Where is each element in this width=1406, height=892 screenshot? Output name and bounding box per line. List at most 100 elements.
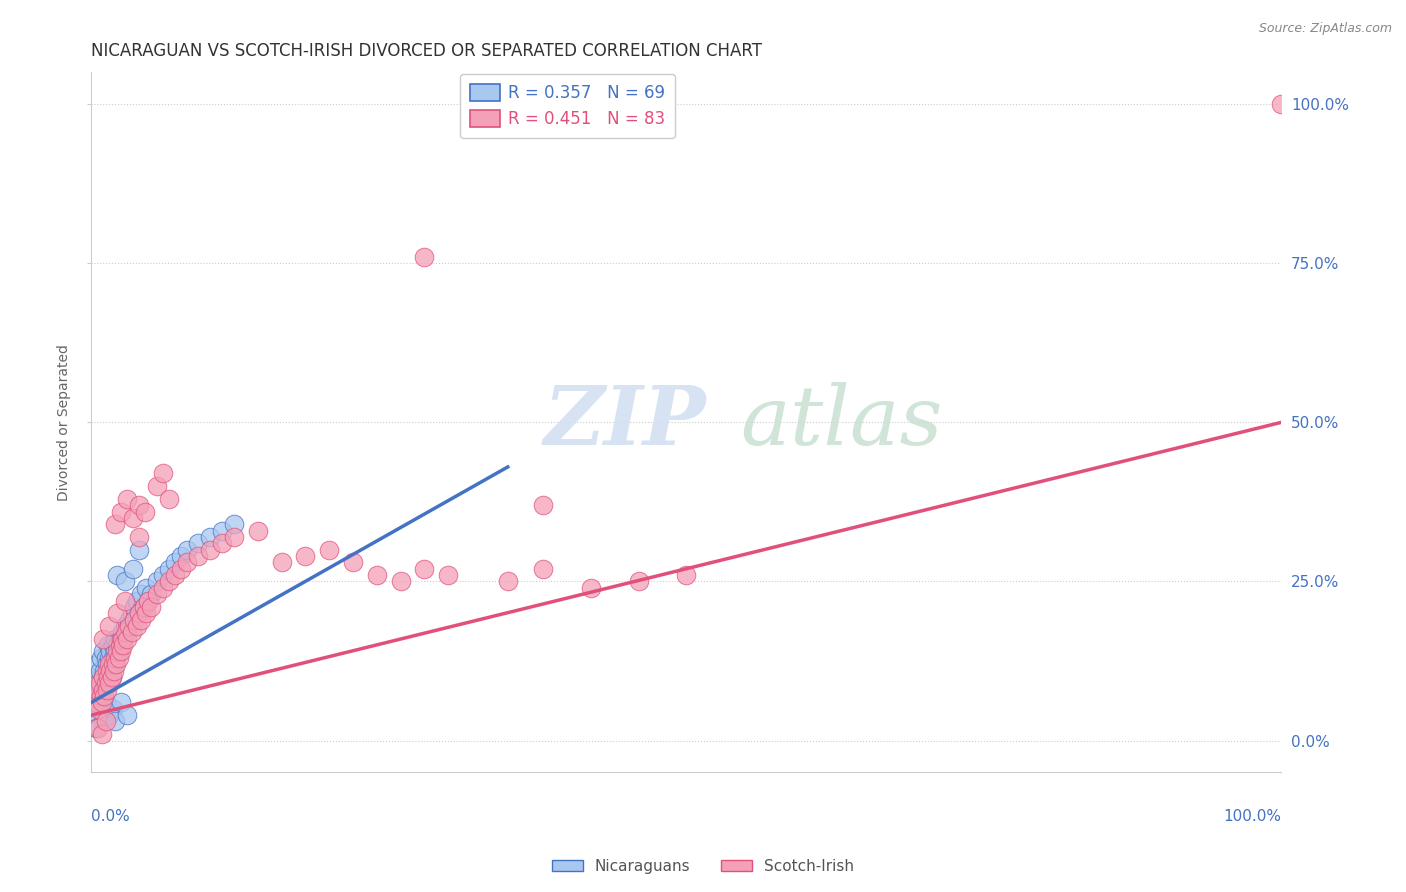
Point: [100, 670, 122, 684]
Point: [98, 664, 121, 678]
Point: [675, 568, 697, 582]
Point: [176, 556, 198, 570]
Point: [270, 556, 292, 570]
Point: [94, 651, 117, 665]
Point: [104, 651, 127, 665]
Point: [91, 714, 114, 729]
Point: [107, 644, 129, 658]
Point: [118, 619, 141, 633]
Point: [91, 682, 114, 697]
Point: [121, 607, 143, 621]
Point: [108, 638, 131, 652]
Point: [91, 670, 114, 684]
Point: [200, 542, 222, 557]
Point: [134, 504, 156, 518]
Point: [118, 613, 141, 627]
Point: [90, 689, 112, 703]
Point: [110, 638, 132, 652]
Point: [90, 651, 112, 665]
Point: [627, 574, 650, 589]
Point: [115, 708, 138, 723]
Point: [125, 619, 148, 633]
Point: [342, 556, 364, 570]
Point: [169, 549, 191, 563]
Point: [91, 670, 114, 684]
Point: [132, 599, 155, 614]
Point: [87, 676, 110, 690]
Point: [145, 574, 167, 589]
Point: [93, 664, 115, 678]
Point: [121, 625, 143, 640]
Legend: Nicaraguans, Scotch-Irish: Nicaraguans, Scotch-Irish: [546, 853, 860, 880]
Text: ZIP: ZIP: [544, 383, 706, 462]
Point: [107, 638, 129, 652]
Point: [294, 549, 316, 563]
Point: [86, 657, 108, 672]
Point: [138, 593, 160, 607]
Point: [87, 702, 110, 716]
Point: [169, 562, 191, 576]
Point: [163, 568, 186, 582]
Point: [104, 632, 127, 646]
Point: [163, 556, 186, 570]
Point: [138, 593, 160, 607]
Point: [139, 599, 162, 614]
Point: [366, 568, 388, 582]
Point: [94, 695, 117, 709]
Point: [125, 593, 148, 607]
Text: 0.0%: 0.0%: [91, 809, 131, 824]
Legend: R = 0.357   N = 69, R = 0.451   N = 83: R = 0.357 N = 69, R = 0.451 N = 83: [460, 74, 675, 138]
Point: [112, 638, 135, 652]
Point: [83, 695, 105, 709]
Point: [1270, 97, 1292, 112]
Point: [135, 607, 157, 621]
Point: [93, 689, 115, 703]
Point: [98, 657, 121, 672]
Point: [103, 664, 125, 678]
Point: [101, 651, 124, 665]
Point: [94, 676, 117, 690]
Point: [115, 491, 138, 506]
Point: [152, 467, 174, 481]
Point: [413, 250, 436, 264]
Point: [84, 721, 107, 735]
Point: [98, 676, 121, 690]
Point: [157, 574, 180, 589]
Point: [115, 632, 138, 646]
Point: [87, 708, 110, 723]
Point: [111, 632, 134, 646]
Point: [86, 682, 108, 697]
Text: atlas: atlas: [740, 383, 942, 462]
Point: [91, 695, 114, 709]
Point: [115, 625, 138, 640]
Point: [157, 562, 180, 576]
Point: [114, 619, 136, 633]
Point: [128, 530, 150, 544]
Point: [533, 498, 555, 512]
Point: [98, 657, 121, 672]
Point: [101, 702, 124, 716]
Point: [128, 498, 150, 512]
Point: [89, 664, 111, 678]
Point: [114, 625, 136, 640]
Point: [97, 670, 120, 684]
Point: [145, 479, 167, 493]
Point: [104, 644, 127, 658]
Point: [110, 504, 132, 518]
Point: [152, 581, 174, 595]
Point: [413, 562, 436, 576]
Point: [114, 574, 136, 589]
Point: [98, 619, 121, 633]
Point: [96, 682, 118, 697]
Point: [98, 664, 121, 678]
Point: [94, 714, 117, 729]
Point: [533, 562, 555, 576]
Point: [389, 574, 412, 589]
Point: [128, 542, 150, 557]
Point: [107, 568, 129, 582]
Point: [90, 689, 112, 703]
Point: [139, 587, 162, 601]
Text: 100.0%: 100.0%: [1223, 809, 1281, 824]
Point: [86, 670, 108, 684]
Point: [579, 581, 602, 595]
